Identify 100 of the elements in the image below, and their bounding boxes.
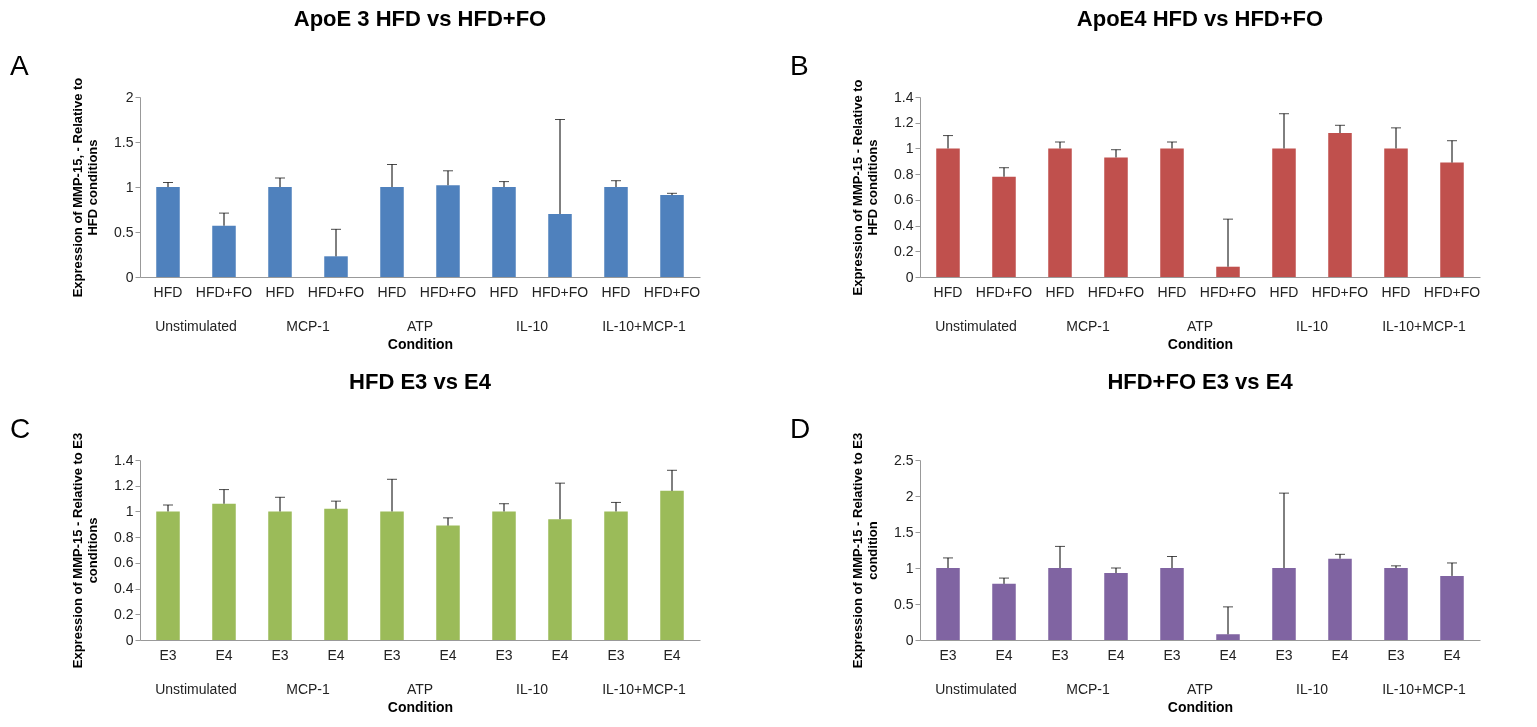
x-tick-label: E4 <box>1219 646 1237 663</box>
bar <box>492 187 516 277</box>
chart-title: HFD+FO E3 vs E4 <box>1107 369 1294 394</box>
bar <box>1104 157 1128 277</box>
y-tick-label: 1 <box>125 502 134 519</box>
bar <box>156 511 180 640</box>
bar <box>660 490 684 640</box>
bar <box>1328 558 1352 640</box>
bar <box>156 187 180 277</box>
x-tick-label: E4 <box>439 646 457 663</box>
x-tick-label: HFD <box>1381 283 1411 300</box>
text: Unstimulated <box>155 681 237 697</box>
x-tick-label: HFD+FO <box>643 283 701 300</box>
y-tick-label: 0.4 <box>114 580 134 597</box>
y-tick-label: 1.4 <box>114 451 134 468</box>
bar <box>604 511 628 640</box>
bar <box>1048 568 1072 640</box>
bar <box>1272 568 1296 640</box>
x-tick-label: E4 <box>327 646 345 663</box>
bar <box>212 503 236 640</box>
bar <box>268 187 292 277</box>
text: IL-10+MCP-1 <box>1382 318 1467 334</box>
bar <box>936 148 960 277</box>
x-tick-label: HFD+FO <box>1087 283 1145 300</box>
y-tick-label: 1.2 <box>894 114 914 131</box>
x-tick-label: E3 <box>1275 646 1293 663</box>
y-axis-title: Expression of MMP-15 - Relative to E3 conditions <box>70 432 101 669</box>
text: Unstimulated <box>935 318 1017 334</box>
bar <box>268 511 292 640</box>
text: Unstimulated <box>935 681 1017 697</box>
x-tick-label: HFD+FO <box>419 283 477 300</box>
y-tick-label: 0 <box>905 631 914 648</box>
text: ATP <box>406 681 434 697</box>
text: IL-10 <box>516 681 549 697</box>
text: Unstimulated <box>155 318 237 334</box>
y-axis-title: Expression of MMP-15 - Relative to HFD conditions <box>850 79 881 296</box>
y-tick-label: 0.6 <box>114 554 134 571</box>
bar <box>436 185 460 277</box>
x-tick-label: E3 <box>1387 646 1405 663</box>
y-tick-label: 0.8 <box>114 528 134 545</box>
x-tick-label: HFD+FO <box>1423 283 1481 300</box>
y-tick-label: 1 <box>125 178 134 195</box>
y-tick-label: 0.4 <box>894 217 914 234</box>
bar <box>212 225 236 277</box>
x-tick-label: HFD+FO <box>531 283 589 300</box>
x-tick-label: E4 <box>1331 646 1349 663</box>
x-axis-title: Condition <box>387 335 454 352</box>
bar <box>936 568 960 640</box>
x-tick-label: E4 <box>1107 646 1125 663</box>
y-axis-title: Expression of MMP-15, - Relative to HFD conditions <box>70 77 101 298</box>
text: ATP <box>406 318 434 334</box>
text: ATP <box>1186 318 1214 334</box>
x-tick-label: HFD+FO <box>195 283 253 300</box>
text: IL-10+MCP-1 <box>1382 681 1467 697</box>
x-tick-label: HFD+FO <box>307 283 365 300</box>
bar <box>1328 133 1352 277</box>
y-tick-label: 1 <box>905 139 914 156</box>
x-axis-title: Condition <box>1167 335 1234 352</box>
x-tick-label: E3 <box>383 646 401 663</box>
text: IL-10 <box>1296 318 1329 334</box>
bar <box>548 214 572 277</box>
y-tick-label: 0.5 <box>114 223 134 240</box>
text: B <box>790 50 809 81</box>
bar <box>324 256 348 277</box>
x-tick-label: E3 <box>1163 646 1181 663</box>
x-tick-label: HFD+FO <box>1199 283 1257 300</box>
x-tick-label: E3 <box>939 646 957 663</box>
x-axis-title: Condition <box>387 698 454 715</box>
bar <box>380 511 404 640</box>
text: IL-10 <box>516 318 549 334</box>
text: IL-10+MCP-1 <box>602 318 687 334</box>
chart-title: ApoE 3 HFD vs HFD+FO <box>293 6 547 31</box>
y-tick-label: 0 <box>125 268 134 285</box>
y-tick-label: 0.2 <box>114 605 134 622</box>
text: MCP-1 <box>1066 318 1110 334</box>
y-tick-label: 0.6 <box>894 191 914 208</box>
text: ATP <box>1186 681 1214 697</box>
x-tick-label: HFD <box>601 283 631 300</box>
y-tick-label: 0 <box>125 631 134 648</box>
bar <box>1216 634 1240 640</box>
bar <box>1160 568 1184 640</box>
y-tick-label: 0.2 <box>894 242 914 259</box>
bar <box>1384 568 1408 640</box>
y-tick-label: 0.8 <box>894 165 914 182</box>
bar <box>324 508 348 640</box>
x-tick-label: HFD <box>489 283 519 300</box>
x-tick-label: E3 <box>159 646 177 663</box>
bar <box>1272 148 1296 277</box>
y-tick-label: 1.4 <box>894 88 914 105</box>
bar <box>604 187 628 277</box>
x-tick-label: HFD <box>1269 283 1299 300</box>
bar <box>1440 575 1464 640</box>
x-tick-label: E3 <box>271 646 289 663</box>
y-tick-label: 1.5 <box>894 523 914 540</box>
bar <box>548 519 572 640</box>
x-tick-label: E3 <box>607 646 625 663</box>
x-axis-title: Condition <box>1167 698 1234 715</box>
y-tick-label: 0.5 <box>894 595 914 612</box>
y-tick-label: 2 <box>125 88 134 105</box>
x-tick-label: E3 <box>495 646 513 663</box>
